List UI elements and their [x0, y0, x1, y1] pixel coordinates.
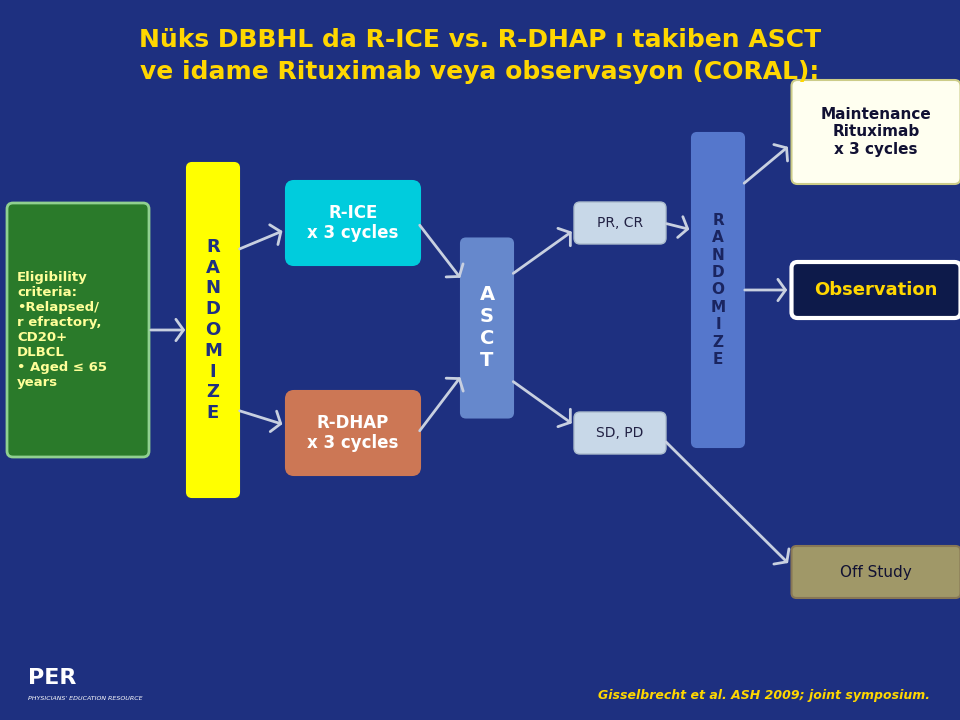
Text: R-DHAP
x 3 cycles: R-DHAP x 3 cycles [307, 413, 398, 452]
FancyBboxPatch shape [791, 546, 960, 598]
FancyBboxPatch shape [187, 163, 239, 497]
FancyBboxPatch shape [692, 133, 744, 447]
Text: Off Study: Off Study [840, 564, 912, 580]
FancyBboxPatch shape [286, 181, 420, 265]
FancyBboxPatch shape [791, 80, 960, 184]
Text: PR, CR: PR, CR [597, 216, 643, 230]
FancyBboxPatch shape [286, 391, 420, 475]
FancyBboxPatch shape [791, 262, 960, 318]
Text: SD, PD: SD, PD [596, 426, 644, 440]
Text: Observation: Observation [814, 281, 938, 299]
FancyBboxPatch shape [461, 238, 513, 418]
Text: PER: PER [28, 668, 77, 688]
Text: A
S
C
T: A S C T [479, 286, 494, 371]
Text: Nüks DBBHL da R-ICE vs. R-DHAP ı takiben ASCT: Nüks DBBHL da R-ICE vs. R-DHAP ı takiben… [139, 28, 821, 52]
FancyBboxPatch shape [574, 412, 666, 454]
Text: R
A
N
D
O
M
I
Z
E: R A N D O M I Z E [204, 238, 222, 422]
Text: Maintenance
Rituximab
x 3 cycles: Maintenance Rituximab x 3 cycles [821, 107, 931, 157]
Text: ve idame Rituximab veya observasyon (CORAL):: ve idame Rituximab veya observasyon (COR… [140, 60, 820, 84]
FancyBboxPatch shape [574, 202, 666, 244]
Text: Gisselbrecht et al. ASH 2009; joint symposium.: Gisselbrecht et al. ASH 2009; joint symp… [598, 689, 930, 702]
Text: PHYSICIANS' EDUCATION RESOURCE: PHYSICIANS' EDUCATION RESOURCE [28, 696, 143, 701]
FancyBboxPatch shape [7, 203, 149, 457]
Text: Eligibility
criteria:
•Relapsed/
r efractory,
CD20+
DLBCL
• Aged ≤ 65
years: Eligibility criteria: •Relapsed/ r efrac… [17, 271, 107, 389]
Text: R
A
N
D
O
M
I
Z
E: R A N D O M I Z E [710, 213, 726, 367]
Text: R-ICE
x 3 cycles: R-ICE x 3 cycles [307, 204, 398, 243]
